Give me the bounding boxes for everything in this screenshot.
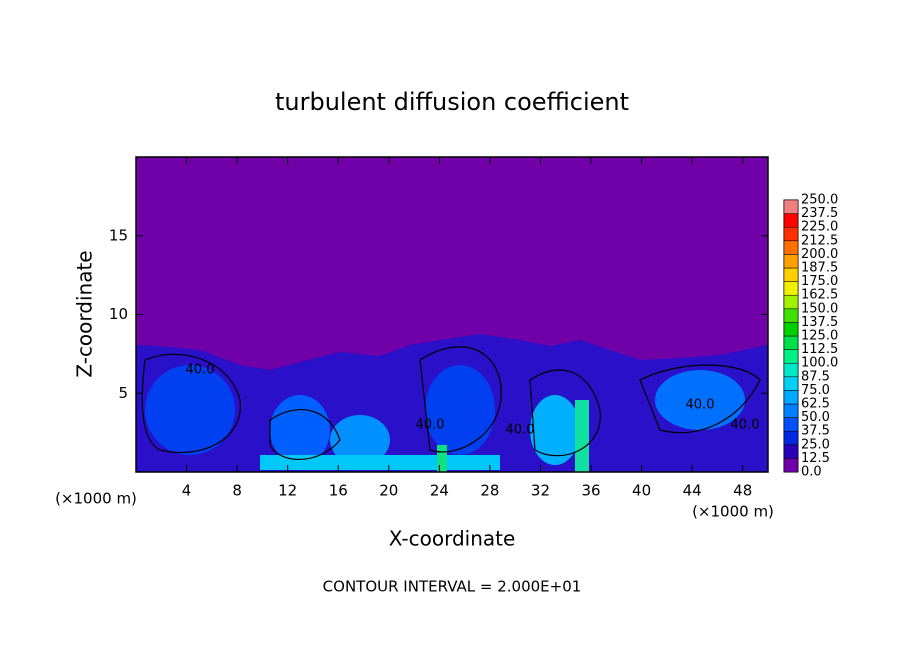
colorbar-swatch	[783, 294, 799, 310]
footer-note: CONTOUR INTERVAL = 2.000E+01	[323, 578, 582, 596]
x-unit-label: (×1000 m)	[692, 503, 774, 521]
colorbar-swatch	[783, 267, 799, 282]
x-unit-label: (×1000 m)	[55, 490, 137, 508]
colorbar-swatch	[783, 417, 799, 432]
colorbar-swatch	[783, 458, 799, 473]
colorbar-swatch	[783, 444, 799, 459]
colorbar-swatch	[783, 362, 799, 378]
colorbar-swatch	[783, 403, 799, 418]
colorbar-label: 100.0	[801, 356, 838, 371]
colorbar-swatch	[783, 213, 799, 228]
colorbar-swatch	[783, 390, 799, 405]
x-tick-label: 12	[278, 482, 297, 500]
colorbar-swatch	[783, 240, 799, 255]
contour-label: 40.0	[731, 418, 760, 433]
x-tick-label: 28	[480, 482, 499, 500]
colorbar-label: 175.0	[801, 274, 838, 289]
x-tick-label: 40	[632, 482, 651, 500]
colorbar-swatch	[783, 199, 799, 214]
y-tick-label: 5	[118, 384, 128, 402]
colorbar-label: 187.5	[801, 261, 838, 276]
x-tick-label: 8	[232, 482, 242, 500]
colorbar-swatch	[783, 376, 799, 391]
colorbar-label: 137.5	[801, 315, 838, 330]
contour-label: 40.0	[186, 363, 215, 378]
colorbar-label: 237.5	[801, 206, 838, 221]
colorbar-label: 87.5	[801, 369, 830, 384]
x-tick-label: 32	[531, 482, 550, 500]
colorbar-label: 25.0	[801, 437, 830, 452]
chart-title: turbulent diffusion coefficient	[275, 88, 629, 116]
x-axis-label: X-coordinate	[389, 527, 516, 551]
colorbar-swatch	[783, 226, 799, 242]
x-tick-label: 36	[581, 482, 600, 500]
colorbar-label: 0.0	[801, 465, 822, 480]
colorbar-label: 125.0	[801, 329, 838, 344]
colorbar-label: 37.5	[801, 424, 830, 439]
colorbar-label: 112.5	[801, 342, 838, 357]
colorbar-label: 225.0	[801, 220, 838, 235]
colorbar-label: 150.0	[801, 301, 838, 316]
contour-label: 40.0	[506, 423, 535, 438]
colorbar-swatch	[783, 430, 799, 446]
x-tick-label: 44	[683, 482, 702, 500]
colorbar-label: 75.0	[801, 383, 830, 398]
x-tick-label: 16	[329, 482, 348, 500]
y-axis-label: Z-coordinate	[73, 250, 97, 377]
colorbar-label: 212.5	[801, 233, 838, 248]
x-tick-label: 4	[182, 482, 192, 500]
colorbar-label: 162.5	[801, 288, 838, 303]
x-tick-label: 48	[733, 482, 752, 500]
colorbar-label: 62.5	[801, 397, 830, 412]
contour-label: 40.0	[416, 418, 445, 433]
colorbar-label: 12.5	[801, 451, 830, 466]
colorbar-swatch	[783, 335, 799, 350]
contour-label: 40.0	[686, 398, 715, 413]
colorbar-label: 200.0	[801, 247, 838, 262]
colorbar-label: 250.0	[801, 193, 838, 208]
colorbar-label: 50.0	[801, 410, 830, 425]
colorbar-swatch	[783, 281, 799, 296]
colorbar-swatch	[783, 322, 799, 337]
colorbar-swatch	[783, 254, 799, 269]
colorbar-swatch	[783, 349, 799, 364]
x-tick-label: 24	[430, 482, 449, 500]
field	[135, 156, 769, 473]
y-tick-label: 10	[109, 305, 128, 323]
colorbar-swatch	[783, 308, 799, 323]
y-tick-label: 15	[109, 226, 128, 244]
x-tick-label: 20	[379, 482, 398, 500]
